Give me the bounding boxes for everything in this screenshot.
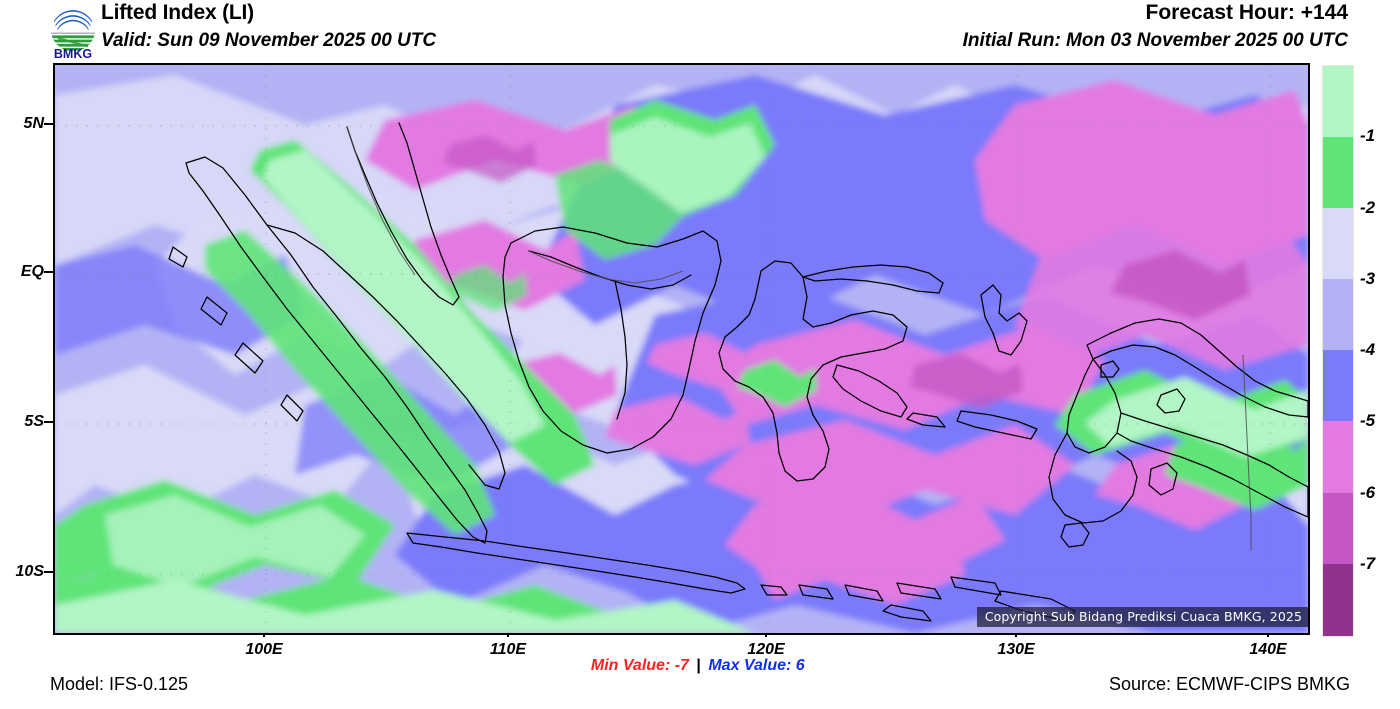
y-tick-label: 5N <box>23 115 44 132</box>
y-tick-mark <box>44 571 53 573</box>
colorbar-band <box>1323 564 1353 636</box>
coastline-layer <box>168 122 1308 622</box>
max-value: 6 <box>791 657 810 674</box>
colorbar-tick-label: -7 <box>1360 554 1376 573</box>
graticule-layer <box>55 65 1308 633</box>
y-tick-mark <box>44 123 53 125</box>
page-title: Lifted Index (LI) <box>101 1 254 24</box>
colorbar-tick-label: -2 <box>1360 198 1376 217</box>
min-value: -7 <box>670 657 694 674</box>
initial-run-label: Initial Run: Mon 03 November 2025 00 UTC <box>962 30 1348 51</box>
colorbar-tick-label: -1 <box>1360 126 1376 145</box>
colorbar-band <box>1323 208 1353 279</box>
copyright-notice: Copyright Sub Bidang Prediksi Cuaca BMKG… <box>976 607 1308 627</box>
colorbar-band <box>1323 350 1353 421</box>
y-tick-label: EQ <box>20 263 44 280</box>
x-tick-label: 130E <box>997 641 1035 658</box>
colorbar-tick-label: -5 <box>1360 411 1376 430</box>
source-label: Source: ECMWF-CIPS BMKG <box>1108 674 1350 694</box>
max-value-label: Max Value: <box>703 657 792 674</box>
colorbar-band <box>1323 279 1353 350</box>
political-border-layer <box>346 126 1252 551</box>
x-tick-label: 140E <box>1249 641 1287 658</box>
x-tick-label: 120E <box>747 641 785 658</box>
forecast-map[interactable]: Copyright Sub Bidang Prediksi Cuaca BMKG… <box>53 63 1310 635</box>
colorbar-band <box>1323 137 1353 208</box>
colorbar <box>1322 65 1354 637</box>
model-label: Model: IFS-0.125 <box>50 674 189 694</box>
header: BMKG Lifted Index (LI) Valid: Sun 09 Nov… <box>0 0 1400 60</box>
valid-time-label: Valid: Sun 09 November 2025 00 UTC <box>101 30 437 51</box>
x-tick-label: 110E <box>489 641 527 658</box>
contour-fill-layer <box>55 65 1308 633</box>
min-value-label: Min Value: <box>590 657 671 674</box>
colorbar-tick-label: -4 <box>1360 340 1376 359</box>
colorbar-tick-label: -3 <box>1360 269 1376 288</box>
forecast-hour-label: Forecast Hour: +144 <box>1145 1 1349 24</box>
bmkg-logo-icon: BMKG <box>51 10 95 59</box>
colorbar-tick-label: -6 <box>1360 483 1376 502</box>
y-tick-label: 5S <box>24 413 44 430</box>
y-tick-label: 10S <box>15 563 44 580</box>
colorbar-band <box>1323 493 1353 564</box>
y-tick-mark <box>44 271 53 273</box>
x-tick-label: 100E <box>245 641 283 658</box>
lifted-index-field <box>55 65 1308 633</box>
colorbar-band <box>1323 66 1353 137</box>
svg-text:BMKG: BMKG <box>54 47 92 59</box>
y-tick-mark <box>44 421 53 423</box>
colorbar-band <box>1323 421 1353 493</box>
min-max-summary: Min Value: -7 | Max Value: 6 <box>0 657 1400 675</box>
separator: | <box>696 657 701 674</box>
